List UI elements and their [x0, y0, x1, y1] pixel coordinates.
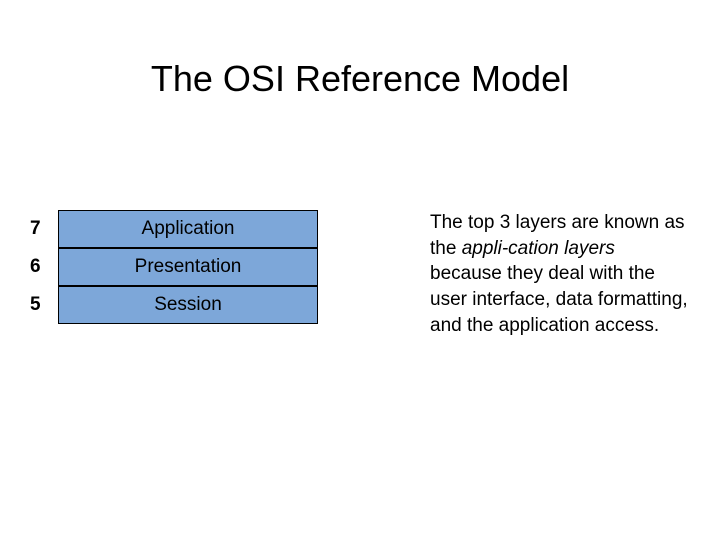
layer-number: 6	[30, 256, 58, 278]
description-text: The top 3 layers are known as the appli-…	[430, 210, 690, 338]
layer-box-application: Application	[58, 210, 318, 248]
page-title: The OSI Reference Model	[0, 58, 720, 100]
layer-box-presentation: Presentation	[58, 248, 318, 286]
layer-box-session: Session	[58, 286, 318, 324]
layer-row-7: 7 Application	[30, 210, 318, 248]
layer-number: 5	[30, 294, 58, 316]
desc-part2: because they deal with the user interfac…	[430, 263, 688, 335]
desc-italic: appli-cation layers	[462, 238, 615, 259]
layer-row-6: 6 Presentation	[30, 248, 318, 286]
osi-layers-table: 7 Application 6 Presentation 5 Session	[30, 210, 318, 324]
layer-number: 7	[30, 218, 58, 240]
layer-row-5: 5 Session	[30, 286, 318, 324]
